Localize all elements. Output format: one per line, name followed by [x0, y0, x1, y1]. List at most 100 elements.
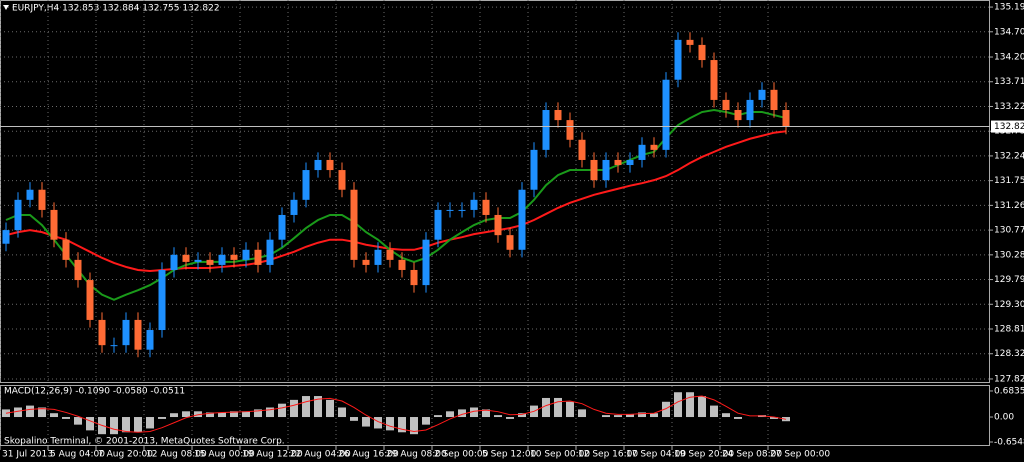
x-tick-label: 26 Aug 16:00	[338, 450, 399, 460]
candle-body	[338, 170, 346, 190]
moving-average	[5, 130, 787, 272]
macd-histogram-bar	[458, 409, 466, 418]
macd-histogram-bar	[638, 412, 646, 418]
macd-histogram-bar	[494, 415, 502, 418]
macd-histogram-bar	[446, 411, 454, 418]
macd-histogram-bar	[686, 392, 694, 418]
x-tick-label: 12 Aug 08:00	[146, 450, 207, 460]
macd-signal-line	[5, 395, 787, 433]
macd-histogram-bar	[614, 415, 622, 418]
candle-body	[434, 209, 442, 240]
candle-body	[14, 199, 22, 231]
macd-histogram-bar	[470, 407, 478, 418]
macd-histogram-bar	[266, 407, 274, 418]
x-tick-label: 31 Jul 2013	[2, 450, 53, 460]
candle-body	[566, 120, 574, 140]
candle-body	[278, 214, 286, 240]
x-tick-label: 7 Aug 20:00	[98, 450, 153, 460]
macd-histogram-bar	[14, 407, 22, 418]
candle-body	[374, 249, 382, 265]
y-tick-label: 130.770	[994, 226, 1024, 236]
candle-body	[290, 199, 298, 215]
y-tick-label: 129.300	[994, 300, 1024, 310]
macd-histogram-bar	[710, 405, 718, 418]
macd-histogram-bar	[194, 411, 202, 418]
macd-histogram-bar	[314, 396, 322, 418]
x-tick-label: 2 Sep 00:00	[434, 450, 489, 460]
macd-histogram-bar	[302, 396, 310, 418]
candle-body	[590, 159, 598, 181]
candle-body	[626, 159, 634, 166]
macd-histogram-bar	[506, 417, 514, 419]
macd-histogram-bar	[170, 413, 178, 418]
candle-body	[770, 89, 778, 111]
candle-body	[650, 144, 658, 150]
candle-body	[122, 319, 130, 346]
x-tick-label: 29 Aug 08:00	[386, 450, 447, 460]
candle-body	[482, 199, 490, 215]
macd-histogram-bar	[254, 409, 262, 418]
symbol-icon	[3, 5, 9, 10]
x-tick-label: 27 Sep 00:00	[770, 450, 830, 460]
candle-body	[74, 259, 82, 281]
y-tick-label: 0.6835	[994, 386, 1024, 396]
macd-histogram-bar	[626, 413, 634, 418]
candle-body	[530, 149, 538, 190]
candle-body	[50, 209, 58, 240]
candle-body	[782, 110, 790, 127]
current-price-label: 132.822	[994, 122, 1024, 132]
candle-body	[326, 159, 334, 171]
macd-histogram-bar	[722, 413, 730, 418]
main-panel-border	[0, 0, 990, 383]
candle-body	[254, 249, 262, 265]
candle-body	[86, 280, 94, 320]
chart-title: EURJPY,H4 132.853 132.884 132.755 132.82…	[12, 4, 220, 14]
candle-body	[746, 99, 754, 121]
candle-body	[398, 259, 406, 270]
macd-histogram-bar	[362, 417, 370, 427]
macd-histogram-bar	[602, 415, 610, 418]
y-tick-label: 131.260	[994, 201, 1024, 211]
macd-histogram-bar	[542, 397, 550, 418]
candle-body	[542, 110, 550, 150]
macd-histogram-bar	[242, 411, 250, 418]
x-tick-label: 10 Sep 00:00	[530, 450, 590, 460]
macd-histogram-bar	[326, 399, 334, 418]
macd-histogram-bar	[350, 417, 358, 421]
candle-body	[170, 254, 178, 270]
candle-body	[194, 259, 202, 262]
y-tick-label: -0.6548	[994, 437, 1024, 447]
candle-body	[206, 259, 214, 265]
macd-histogram-bar	[518, 413, 526, 418]
candle-body	[710, 60, 718, 100]
x-tick-label: 22 Aug 04:00	[290, 450, 351, 460]
x-tick-label: 24 Sep 08:00	[722, 450, 782, 460]
x-tick-label: 15 Aug 00:00	[194, 450, 255, 460]
macd-histogram-bar	[674, 392, 682, 418]
macd-histogram-bar	[134, 417, 142, 433]
macd-histogram-bar	[218, 412, 226, 418]
candle-body	[386, 249, 394, 260]
candle-body	[506, 235, 514, 250]
candle-body	[362, 259, 370, 265]
y-tick-label: 134.700	[994, 27, 1024, 37]
candle-body	[242, 249, 250, 260]
candle-body	[554, 110, 562, 121]
candle-body	[134, 319, 142, 350]
macd-histogram-bar	[278, 403, 286, 418]
macd-histogram-bar	[662, 401, 670, 418]
candle-body	[638, 144, 646, 160]
candle-body	[614, 159, 622, 166]
macd-histogram-bar	[230, 411, 238, 418]
macd-histogram-bar	[74, 417, 82, 425]
candle-body	[302, 170, 310, 200]
macd-histogram-bar	[650, 413, 658, 418]
x-tick-label: 19 Aug 12:00	[242, 450, 303, 460]
macd-histogram-bar	[338, 407, 346, 418]
candle-body	[182, 254, 190, 262]
y-tick-label: 128.320	[994, 349, 1024, 359]
candle-body	[446, 209, 454, 211]
y-tick-label: 127.820	[994, 374, 1024, 384]
macd-histogram-bar	[386, 417, 394, 431]
candle-body	[662, 79, 670, 150]
